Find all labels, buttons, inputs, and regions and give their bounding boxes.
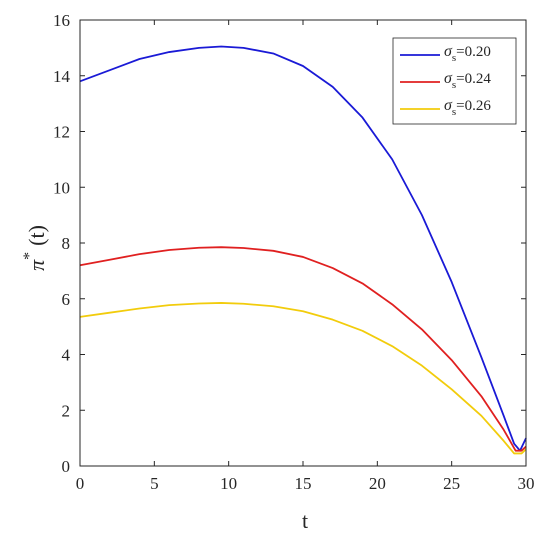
x-axis-label: t [302,508,308,533]
series-layer [79,45,527,455]
series-line-3 [79,302,527,455]
y-axis-label-arg: (t) [24,225,49,246]
y-axis-label-symbol: π [24,259,49,271]
legend-entry-2: σs=0.24 [444,70,491,91]
x-tick-label: 20 [369,474,386,493]
y-tick-label: 0 [62,457,71,476]
svg-text:π*(t): π* (t) [21,225,49,271]
series-line-1 [79,45,527,452]
y-tick-label: 12 [53,123,70,142]
y-tick-label: 6 [62,290,71,309]
x-tick-label: 30 [518,474,535,493]
y-axis-label: π* (t) [21,225,49,271]
y-tick-label: 8 [62,234,71,253]
legend-entry-1: σs=0.20 [444,43,491,64]
y-tick-label: 4 [62,346,71,365]
x-tick-label: 5 [150,474,159,493]
x-tick-label: 0 [76,474,85,493]
y-tick-label: 16 [53,11,70,30]
ticks: 0 5 10 15 20 25 30 0 2 4 6 8 10 12 14 16 [53,11,535,493]
legend-entry-3: σs=0.26 [444,97,491,118]
x-tick-label: 10 [220,474,237,493]
series-line-2 [79,246,527,452]
y-tick-label: 14 [53,67,71,86]
y-tick-label: 10 [53,178,70,197]
legend: σs=0.20 σs=0.24 σs=0.26 [392,37,517,125]
x-tick-label: 15 [295,474,312,493]
x-tick-label: 25 [443,474,460,493]
y-axis-label-superscript: * [21,252,38,260]
y-tick-label: 2 [62,401,71,420]
